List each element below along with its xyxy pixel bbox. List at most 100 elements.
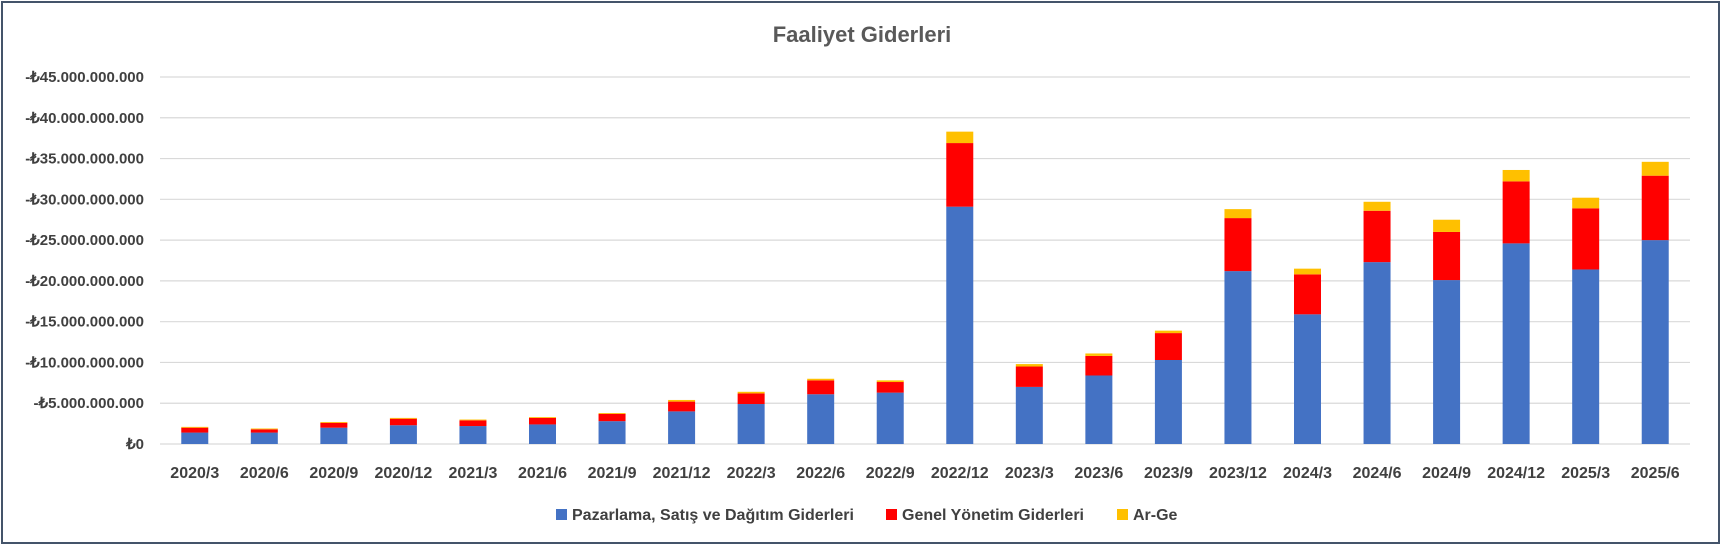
x-tick-label: 2023/6	[1074, 465, 1123, 482]
bar-segment-ar-ge-2024-3	[1294, 268, 1321, 275]
bar-segment-ar-ge-2024-6	[1363, 201, 1391, 211]
bar-segment-genel-yonetim-2025-6	[1641, 175, 1669, 241]
y-tick-label: -₺5.000.000.000	[34, 395, 144, 412]
x-tick-label: 2022/3	[727, 465, 776, 482]
bars	[181, 131, 1669, 444]
bar-segment-pazarlama-2025-6	[1641, 240, 1669, 444]
y-tick-label: -₺40.000.000.000	[25, 110, 144, 127]
y-tick-label: -₺45.000.000.000	[25, 69, 144, 86]
x-tick-label: 2022/6	[796, 465, 845, 482]
gridlines	[160, 76, 1690, 445]
y-axis-tick-labels: ₺0 -₺5.000.000.000 -₺10.000.000.000 -₺15.00…	[25, 69, 144, 453]
x-tick-label: 2021/3	[448, 465, 497, 482]
bar-segment-genel-yonetim-2022-6	[807, 380, 835, 395]
bar-segment-genel-yonetim-2022-3	[737, 393, 765, 405]
bar-segment-pazarlama-2025-3	[1572, 269, 1600, 444]
bar-segment-genel-yonetim-2021-3	[459, 420, 487, 427]
bar-segment-ar-ge-2022-6	[807, 378, 835, 381]
x-tick-label: 2023/12	[1209, 465, 1267, 482]
bar-segment-pazarlama-2021-9	[598, 421, 626, 444]
bar-segment-genel-yonetim-2020-9	[320, 422, 348, 428]
bar-segment-pazarlama-2023-3	[1015, 386, 1043, 444]
bar-segment-ar-ge-2021-3	[459, 419, 487, 421]
x-axis-tick-labels: 2020/3 2020/6 2020/9 2020/12 2021/3 2021/6 202…	[170, 465, 1679, 482]
chart-title: Faaliyet Giderleri	[773, 22, 952, 47]
legend-label: Ar-Ge	[1133, 507, 1178, 524]
bar-segment-ar-ge-2020-9	[320, 421, 348, 423]
bar-segment-ar-ge-2022-12	[946, 131, 974, 144]
y-tick-label: -₺15.000.000.000	[25, 314, 144, 331]
x-tick-label: 2023/3	[1005, 465, 1054, 482]
bar-segment-pazarlama-2022-6	[807, 394, 835, 444]
bar-segment-pazarlama-2020-3	[181, 432, 209, 444]
bar-segment-ar-ge-2023-9	[1154, 330, 1182, 334]
bar-segment-pazarlama-2021-3	[459, 426, 487, 444]
x-tick-label: 2022/12	[931, 465, 989, 482]
bar-segment-ar-ge-2021-9	[598, 413, 626, 414]
y-tick-label: -₺10.000.000.000	[25, 354, 144, 371]
bar-segment-genel-yonetim-2023-3	[1015, 366, 1043, 387]
legend-label: Genel Yönetim Giderleri	[902, 507, 1084, 524]
bar-segment-pazarlama-2024-6	[1363, 262, 1391, 444]
legend-swatch	[1117, 509, 1128, 520]
bar-segment-genel-yonetim-2025-3	[1572, 208, 1600, 270]
x-tick-label: 2022/9	[866, 465, 915, 482]
y-tick-label: -₺35.000.000.000	[25, 151, 144, 168]
bar-segment-ar-ge-2020-6	[250, 428, 278, 430]
x-tick-label: 2020/3	[170, 465, 219, 482]
bar-segment-ar-ge-2025-3	[1572, 197, 1600, 209]
bar-segment-pazarlama-2023-9	[1154, 359, 1182, 444]
x-tick-label: 2025/6	[1631, 465, 1680, 482]
x-tick-label: 2024/3	[1283, 465, 1332, 482]
x-tick-label: 2020/6	[240, 465, 289, 482]
bar-segment-pazarlama-2020-12	[389, 425, 417, 444]
legend-swatch	[556, 509, 567, 520]
bar-segment-ar-ge-2023-3	[1015, 364, 1043, 367]
x-tick-label: 2021/6	[518, 465, 567, 482]
bar-segment-pazarlama-2022-3	[737, 404, 765, 444]
bar-segment-ar-ge-2021-6	[529, 417, 556, 418]
bar-segment-genel-yonetim-2021-9	[598, 413, 626, 422]
bar-segment-ar-ge-2020-3	[181, 426, 209, 428]
x-tick-label: 2024/9	[1422, 465, 1471, 482]
legend: Pazarlama, Satış ve Dağıtım Giderleri Gen…	[556, 507, 1178, 524]
bar-segment-pazarlama-2024-3	[1294, 314, 1321, 444]
bar-segment-ar-ge-2022-9	[876, 380, 904, 383]
bar-segment-pazarlama-2024-12	[1502, 243, 1530, 444]
bar-segment-genel-yonetim-2023-9	[1154, 333, 1182, 360]
bar-segment-genel-yonetim-2024-12	[1502, 181, 1530, 244]
x-tick-label: 2021/12	[653, 465, 711, 482]
bar-segment-pazarlama-2021-6	[529, 424, 556, 444]
x-tick-label: 2024/6	[1353, 465, 1402, 482]
bar-segment-genel-yonetim-2020-6	[250, 429, 278, 433]
legend-label: Pazarlama, Satış ve Dağıtım Giderleri	[572, 507, 854, 524]
bar-segment-pazarlama-2024-9	[1433, 280, 1461, 444]
bar-segment-ar-ge-2025-6	[1641, 161, 1669, 176]
bar-segment-genel-yonetim-2024-6	[1363, 210, 1391, 263]
legend-swatch	[886, 509, 897, 520]
bar-segment-ar-ge-2022-3	[737, 391, 765, 394]
bar-segment-pazarlama-2021-12	[668, 411, 696, 444]
x-tick-label: 2023/9	[1144, 465, 1193, 482]
bar-segment-ar-ge-2023-12	[1224, 209, 1252, 219]
bar-segment-genel-yonetim-2024-9	[1433, 231, 1461, 281]
x-tick-label: 2020/12	[374, 465, 432, 482]
bar-segment-ar-ge-2020-12	[389, 417, 417, 419]
x-tick-label: 2025/3	[1561, 465, 1610, 482]
bar-segment-genel-yonetim-2020-12	[389, 418, 417, 426]
bar-segment-pazarlama-2023-6	[1085, 375, 1113, 444]
bar-segment-genel-yonetim-2023-6	[1085, 355, 1113, 376]
x-tick-label: 2021/9	[588, 465, 637, 482]
y-tick-label: -₺25.000.000.000	[25, 232, 144, 249]
bar-segment-pazarlama-2022-12	[946, 206, 974, 444]
bar-segment-genel-yonetim-2022-9	[876, 382, 904, 393]
bar-segment-ar-ge-2024-9	[1433, 219, 1461, 232]
bar-segment-genel-yonetim-2021-6	[529, 417, 556, 425]
bar-segment-ar-ge-2024-12	[1502, 169, 1530, 182]
bar-segment-genel-yonetim-2023-12	[1224, 218, 1252, 272]
bar-segment-ar-ge-2021-12	[668, 399, 696, 402]
x-tick-label: 2020/9	[309, 465, 358, 482]
bar-segment-pazarlama-2020-6	[250, 432, 278, 444]
bar-segment-pazarlama-2020-9	[320, 427, 348, 444]
